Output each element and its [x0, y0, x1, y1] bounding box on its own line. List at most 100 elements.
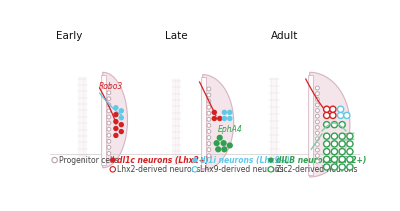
Circle shape — [330, 106, 336, 112]
Circle shape — [331, 141, 338, 147]
Polygon shape — [310, 72, 350, 177]
Circle shape — [107, 133, 111, 137]
Circle shape — [118, 108, 124, 114]
Circle shape — [339, 149, 345, 155]
Text: Robo3: Robo3 — [98, 82, 122, 91]
Circle shape — [107, 97, 111, 101]
Circle shape — [212, 116, 217, 121]
Circle shape — [347, 164, 353, 170]
Circle shape — [107, 91, 111, 95]
Circle shape — [207, 93, 211, 97]
Circle shape — [118, 122, 124, 127]
Circle shape — [107, 103, 111, 107]
Circle shape — [316, 137, 319, 141]
Circle shape — [331, 156, 338, 162]
Circle shape — [207, 148, 211, 152]
Circle shape — [316, 86, 319, 90]
Circle shape — [331, 122, 338, 128]
Circle shape — [107, 151, 111, 155]
Circle shape — [316, 120, 319, 124]
Circle shape — [107, 121, 111, 125]
Circle shape — [192, 167, 198, 172]
Circle shape — [214, 140, 220, 146]
Circle shape — [107, 127, 111, 131]
Text: dILB neurons (Zic2+): dILB neurons (Zic2+) — [276, 156, 366, 165]
Circle shape — [207, 111, 211, 115]
Circle shape — [227, 142, 233, 149]
Circle shape — [316, 114, 319, 118]
Text: dl1i neurons (Lhx9+): dl1i neurons (Lhx9+) — [200, 156, 289, 165]
Circle shape — [207, 87, 211, 91]
Circle shape — [221, 146, 228, 152]
Circle shape — [316, 97, 319, 101]
Circle shape — [339, 122, 345, 128]
Circle shape — [347, 141, 353, 147]
Circle shape — [347, 133, 353, 139]
Circle shape — [207, 99, 211, 103]
Circle shape — [339, 156, 345, 162]
Circle shape — [316, 131, 319, 135]
Circle shape — [344, 112, 350, 119]
Circle shape — [324, 156, 330, 162]
Text: Progenitor cells: Progenitor cells — [59, 156, 119, 165]
Circle shape — [324, 133, 330, 139]
Circle shape — [316, 126, 319, 129]
Circle shape — [207, 142, 211, 146]
Circle shape — [324, 106, 330, 112]
Polygon shape — [201, 77, 206, 168]
Circle shape — [268, 167, 274, 172]
Circle shape — [217, 116, 222, 121]
Circle shape — [316, 159, 319, 163]
Circle shape — [107, 139, 111, 143]
Text: dl1c neurons (Lhx2+): dl1c neurons (Lhx2+) — [118, 156, 209, 165]
Polygon shape — [203, 75, 234, 170]
Circle shape — [316, 154, 319, 158]
Text: Adult: Adult — [271, 31, 298, 42]
Circle shape — [331, 149, 338, 155]
Polygon shape — [101, 75, 106, 165]
Text: Zic2-derived neurons: Zic2-derived neurons — [276, 165, 357, 174]
Text: Lhx2-derived neurons: Lhx2-derived neurons — [118, 165, 201, 174]
Circle shape — [316, 142, 319, 146]
Circle shape — [331, 133, 338, 139]
Circle shape — [110, 157, 116, 163]
Circle shape — [207, 130, 211, 133]
Circle shape — [222, 110, 227, 115]
Circle shape — [207, 154, 211, 158]
Text: Early: Early — [56, 31, 82, 42]
Circle shape — [338, 112, 344, 119]
Circle shape — [118, 129, 124, 134]
Circle shape — [107, 85, 111, 89]
Circle shape — [330, 112, 336, 119]
Circle shape — [113, 126, 118, 131]
Text: EphA4: EphA4 — [218, 125, 243, 134]
Circle shape — [118, 115, 124, 120]
Circle shape — [52, 157, 57, 163]
Circle shape — [338, 106, 344, 112]
Circle shape — [316, 103, 319, 107]
Circle shape — [347, 156, 353, 162]
Polygon shape — [103, 72, 128, 168]
Circle shape — [331, 164, 338, 170]
Circle shape — [339, 133, 345, 139]
Circle shape — [207, 117, 211, 121]
Circle shape — [227, 116, 232, 121]
Circle shape — [113, 119, 118, 124]
Circle shape — [207, 136, 211, 139]
Circle shape — [324, 149, 330, 155]
Circle shape — [339, 164, 345, 170]
Circle shape — [207, 105, 211, 109]
Circle shape — [217, 135, 223, 141]
Text: Lhx9-derived neurons: Lhx9-derived neurons — [200, 165, 283, 174]
Circle shape — [227, 110, 232, 115]
Circle shape — [107, 109, 111, 113]
Circle shape — [192, 157, 198, 163]
Circle shape — [222, 116, 227, 121]
Circle shape — [113, 133, 118, 138]
Circle shape — [316, 92, 319, 96]
Circle shape — [113, 112, 118, 117]
Circle shape — [207, 123, 211, 127]
Text: Late: Late — [165, 31, 187, 42]
Circle shape — [324, 164, 330, 170]
Circle shape — [324, 122, 330, 128]
